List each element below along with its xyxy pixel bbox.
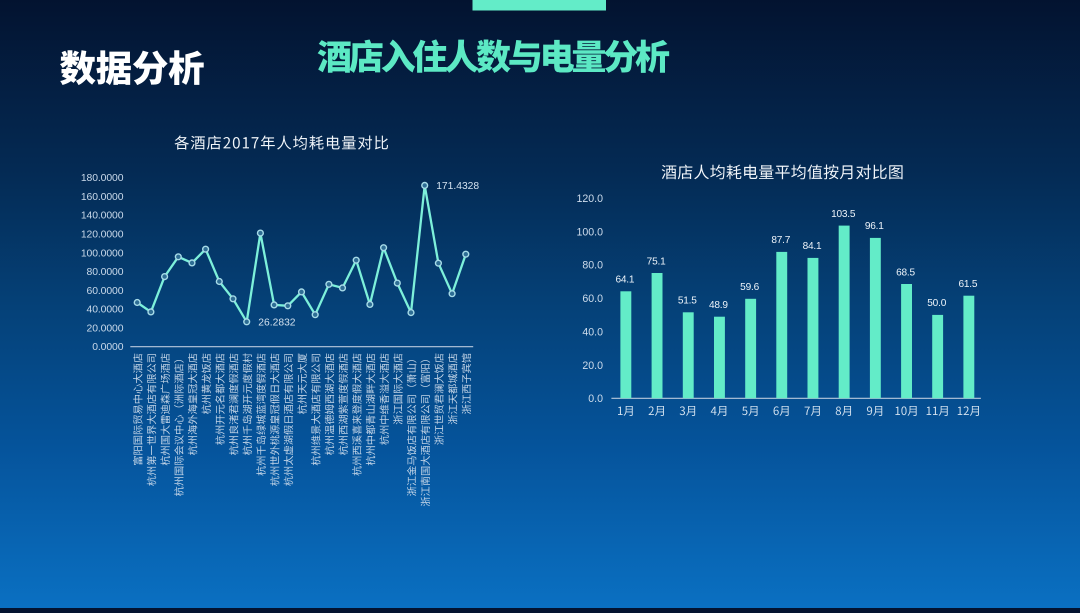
svg-text:20.0000: 20.0000 xyxy=(87,323,124,334)
svg-text:50.0: 50.0 xyxy=(927,298,946,309)
svg-text:48.9: 48.9 xyxy=(709,300,728,311)
svg-text:140.0000: 140.0000 xyxy=(81,211,124,222)
svg-text:96.1: 96.1 xyxy=(865,221,884,232)
svg-text:100.0: 100.0 xyxy=(576,226,603,238)
svg-text:64.1: 64.1 xyxy=(615,275,634,286)
svg-text:40.0000: 40.0000 xyxy=(87,305,124,316)
svg-text:120.0: 120.0 xyxy=(576,193,603,205)
svg-text:20.0: 20.0 xyxy=(582,360,603,372)
svg-text:80.0000: 80.0000 xyxy=(87,267,124,278)
svg-text:60.0: 60.0 xyxy=(582,293,603,305)
svg-text:0.0: 0.0 xyxy=(588,393,603,405)
svg-text:40.0: 40.0 xyxy=(582,327,603,339)
svg-text:61.5: 61.5 xyxy=(958,279,977,290)
svg-text:59.6: 59.6 xyxy=(740,282,759,293)
svg-text:160.0000: 160.0000 xyxy=(81,192,124,203)
svg-text:80.0: 80.0 xyxy=(582,260,603,272)
svg-text:75.1: 75.1 xyxy=(647,256,666,267)
svg-text:26.2832: 26.2832 xyxy=(258,317,295,328)
svg-text:171.4328: 171.4328 xyxy=(436,181,479,192)
svg-text:180.0000: 180.0000 xyxy=(81,173,124,184)
svg-text:120.0000: 120.0000 xyxy=(81,230,124,241)
svg-text:68.5: 68.5 xyxy=(896,267,915,278)
svg-text:87.7: 87.7 xyxy=(771,235,790,246)
svg-text:84.1: 84.1 xyxy=(803,241,822,252)
svg-text:0.0000: 0.0000 xyxy=(92,342,124,353)
svg-text:51.5: 51.5 xyxy=(678,296,697,307)
svg-text:100.0000: 100.0000 xyxy=(81,248,124,259)
svg-text:60.0000: 60.0000 xyxy=(87,286,124,297)
svg-text:103.5: 103.5 xyxy=(831,209,856,220)
